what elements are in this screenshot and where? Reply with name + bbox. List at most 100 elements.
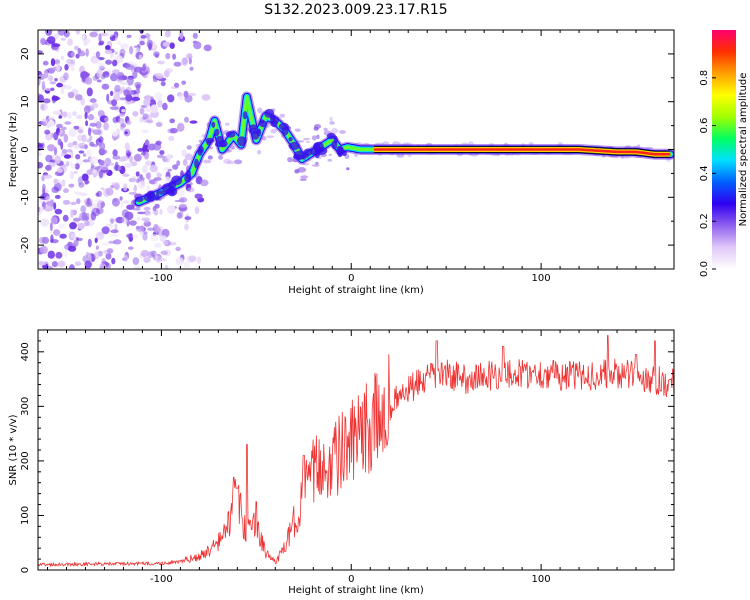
- heatmap-cell: [305, 141, 310, 143]
- heatmap-cell: [74, 191, 82, 195]
- heatmap-cell: [157, 60, 165, 65]
- heatmap-cell: [41, 118, 49, 125]
- heatmap-cell: [104, 49, 113, 54]
- colorbar-tick-label: 0.8: [699, 70, 710, 86]
- heatmap-cell: [38, 143, 43, 148]
- heatmap-cell: [70, 201, 77, 206]
- heatmap-cell: [146, 185, 150, 192]
- x-tick-label-bottom: 100: [532, 574, 551, 585]
- heatmap-cell: [63, 154, 72, 159]
- heatmap-cell: [189, 120, 198, 124]
- heatmap-cell: [156, 173, 162, 178]
- heatmap-cell: [83, 105, 91, 114]
- y-tick-label-bottom: 400: [20, 342, 31, 361]
- heatmap-cell: [105, 252, 112, 260]
- heatmap-cell: [132, 257, 140, 266]
- heatmap-cell: [41, 80, 46, 90]
- heatmap-cell: [117, 41, 121, 45]
- heatmap-cell: [153, 51, 160, 57]
- heatmap-cell: [67, 38, 73, 46]
- heatmap-cell: [142, 144, 150, 154]
- heatmap-cell: [101, 226, 110, 235]
- heatmap-cell: [176, 122, 185, 132]
- heatmap-cell: [80, 72, 90, 78]
- heatmap-cell: [89, 156, 99, 164]
- heatmap-cell: [184, 216, 192, 221]
- heatmap-cell: [45, 195, 51, 202]
- heatmap-cell: [141, 217, 151, 222]
- heatmap-cell: [96, 69, 103, 78]
- heatmap-cell: [45, 87, 52, 91]
- heatmap-cell: [113, 94, 121, 101]
- heatmap-cell: [56, 82, 63, 88]
- heatmap-cell: [143, 206, 151, 211]
- heatmap-cell: [187, 92, 197, 97]
- heatmap-cell: [266, 135, 275, 138]
- heatmap-cell: [299, 178, 307, 181]
- heatmap-cell: [178, 93, 185, 101]
- heatmap-cell: [58, 115, 62, 119]
- heatmap-cell: [109, 162, 115, 166]
- heatmap-cell: [162, 102, 168, 111]
- heatmap-cell: [165, 30, 171, 38]
- heatmap-cell: [227, 160, 235, 165]
- heatmap-cell: [60, 153, 65, 157]
- heatmap-cell: [84, 112, 88, 120]
- heatmap-cell: [95, 121, 102, 129]
- heatmap-cell: [142, 232, 148, 241]
- heatmap-blob: [154, 193, 160, 201]
- heatmap-cell: [68, 183, 75, 188]
- heatmap-cell: [126, 151, 132, 158]
- heatmap-cell: [218, 154, 224, 160]
- heatmap-cell: [314, 124, 321, 129]
- heatmap-cell: [59, 233, 67, 239]
- heatmap-cell: [181, 80, 187, 85]
- heatmap-cell: [81, 134, 87, 143]
- heatmap-cell: [184, 223, 189, 231]
- heatmap-cell: [89, 135, 93, 141]
- heatmap-cell: [50, 58, 56, 67]
- heatmap-cell: [50, 87, 55, 92]
- heatmap-cell: [122, 200, 130, 204]
- heatmap-cell: [133, 265, 141, 269]
- heatmap-cell: [98, 62, 105, 70]
- chart-title: S132.2023.009.23.17.R15: [264, 2, 447, 18]
- heatmap-cell: [87, 253, 92, 263]
- heatmap-cell: [201, 94, 211, 101]
- heatmap-blob: [248, 128, 261, 134]
- heatmap-cell: [136, 216, 140, 221]
- heatmap-cell: [51, 95, 59, 102]
- heatmap-cell: [85, 120, 89, 127]
- heatmap-cell: [164, 264, 169, 269]
- heatmap-cell: [87, 113, 95, 121]
- heatmap-cell: [83, 41, 88, 46]
- heatmap-cell: [75, 94, 83, 101]
- heatmap-cell: [152, 205, 157, 212]
- heatmap-cell: [118, 113, 126, 117]
- heatmap-cell: [315, 161, 319, 165]
- heatmap-cell: [64, 249, 68, 258]
- heatmap-cell: [89, 31, 98, 38]
- heatmap-cell: [106, 30, 114, 38]
- heatmap-cell: [169, 127, 178, 134]
- heatmap-cell: [311, 164, 320, 167]
- heatmap-cell: [152, 41, 156, 49]
- heatmap-cell: [147, 227, 155, 231]
- colorbar-tick-label: 0.4: [699, 165, 710, 181]
- heatmap-cell: [116, 72, 125, 80]
- y-tick-label-top: 0: [20, 146, 31, 152]
- heatmap-cell: [167, 94, 175, 103]
- heatmap-cell: [160, 250, 168, 256]
- heatmap-cell: [234, 159, 243, 165]
- heatmap-cell: [141, 129, 150, 133]
- heatmap-cell: [76, 114, 83, 120]
- heatmap-cell: [63, 85, 73, 90]
- heatmap-cell: [167, 169, 173, 172]
- y-axis-label-top: Frequency (Hz): [8, 112, 19, 188]
- heatmap-cell: [56, 123, 63, 129]
- heatmap-cell: [133, 153, 142, 162]
- heatmap-cell: [44, 129, 51, 135]
- heatmap-cell: [91, 143, 99, 148]
- heatmap-cell: [92, 129, 102, 136]
